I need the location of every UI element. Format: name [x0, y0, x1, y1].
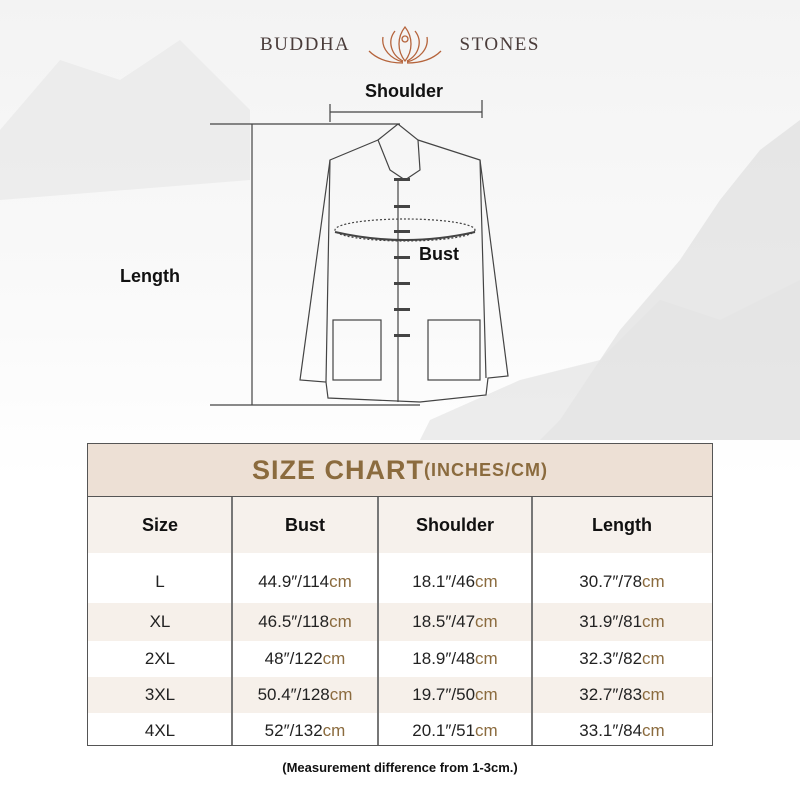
shoulder-value: 18.5″/47	[412, 612, 476, 631]
unit-cm: cm	[642, 649, 665, 668]
bust-label: Bust	[419, 244, 459, 264]
bust-value: 46.5″/118	[258, 612, 330, 631]
length-value: 33.1″/84	[579, 721, 643, 740]
unit-cm: cm	[329, 685, 353, 704]
unit-cm: cm	[329, 612, 352, 631]
lotus-meditation-icon	[368, 25, 442, 64]
brand-name-left: BUDDHA	[260, 34, 351, 55]
cell-size: 2XL	[88, 641, 232, 677]
unit-cm: cm	[642, 572, 665, 591]
unit-cm: cm	[642, 612, 665, 631]
table-row: L 44.9″/114 cm 18.1″/46 cm 30.7″/78 cm	[88, 561, 712, 603]
size-chart-title: SIZE CHART (INCHES/CM)	[88, 444, 712, 497]
cell-size: 3XL	[88, 677, 232, 713]
length-label: Length	[120, 266, 180, 286]
cell-length: 32.3″/82 cm	[532, 641, 712, 677]
unit-cm: cm	[475, 612, 498, 631]
unit-cm: cm	[475, 685, 498, 704]
cell-shoulder: 18.1″/46 cm	[378, 561, 532, 603]
shoulder-value: 18.1″/46	[412, 572, 476, 591]
bust-value: 44.9″/114	[258, 572, 330, 591]
shoulder-value: 19.7″/50	[412, 685, 476, 704]
measurement-note: (Measurement difference from 1-3cm.)	[282, 760, 518, 775]
size-value: 3XL	[144, 685, 176, 704]
unit-cm: cm	[642, 685, 665, 704]
length-value: 32.7″/83	[579, 685, 643, 704]
mountain-background	[0, 40, 800, 440]
cell-length: 32.7″/83 cm	[532, 677, 712, 713]
title-text: SIZE CHART	[252, 454, 424, 485]
header-length: Length	[592, 514, 652, 535]
cell-shoulder: 18.9″/48 cm	[378, 641, 532, 677]
unit-cm: cm	[322, 721, 346, 740]
cell-length: 30.7″/78 cm	[532, 561, 712, 603]
unit-cm: cm	[322, 649, 346, 668]
cell-shoulder: 20.1″/51 cm	[378, 713, 532, 749]
unit-cm: cm	[642, 721, 665, 740]
cell-length: 33.1″/84 cm	[532, 713, 712, 749]
cell-size: 4XL	[88, 713, 232, 749]
table-row: 2XL 48″/122 cm 18.9″/48 cm 32.3″/82 cm	[88, 641, 712, 677]
cell-bust: 52″/132 cm	[232, 713, 378, 749]
title-unit: (INCHES/CM)	[424, 459, 548, 480]
header-bust: Bust	[285, 514, 325, 535]
length-value: 31.9″/81	[579, 612, 643, 631]
cell-shoulder: 18.5″/47 cm	[378, 603, 532, 641]
brand-logo: BUDDHA STONES	[260, 25, 540, 64]
cell-length: 31.9″/81 cm	[532, 603, 712, 641]
unit-cm: cm	[475, 649, 498, 668]
header-shoulder: Shoulder	[415, 514, 494, 535]
length-value: 30.7″/78	[579, 572, 643, 591]
bust-value: 48″/122	[264, 649, 323, 668]
header-size: Size	[141, 514, 179, 535]
unit-cm: cm	[475, 572, 498, 591]
size-value: XL	[149, 612, 171, 631]
shoulder-value: 18.9″/48	[412, 649, 476, 668]
cell-bust: 50.4″/128 cm	[232, 677, 378, 713]
size-value: 4XL	[144, 721, 176, 740]
length-value: 32.3″/82	[579, 649, 643, 668]
jacket-diagram	[210, 100, 509, 406]
table-row: 3XL 50.4″/128 cm 19.7″/50 cm 32.7″/83 cm	[88, 677, 712, 713]
cell-bust: 48″/122 cm	[232, 641, 378, 677]
bust-value: 52″/132	[264, 721, 323, 740]
size-chart-table: SIZE CHART (INCHES/CM) Size Bust Shoulder…	[87, 443, 713, 746]
table-row: XL 46.5″/118 cm 18.5″/47 cm 31.9″/81 cm	[88, 603, 712, 641]
cell-size: L	[88, 561, 232, 603]
bust-value: 50.4″/128	[257, 685, 330, 704]
cell-shoulder: 19.7″/50 cm	[378, 677, 532, 713]
shoulder-value: 20.1″/51	[412, 721, 476, 740]
cell-bust: 44.9″/114 cm	[232, 561, 378, 603]
table-row: 4XL 52″/132 cm 20.1″/51 cm 33.1″/84 cm	[88, 713, 712, 749]
unit-cm: cm	[329, 572, 352, 591]
table-header-row: Size Bust Shoulder Length	[88, 497, 712, 553]
unit-cm: cm	[475, 721, 498, 740]
brand-name-right: STONES	[459, 34, 540, 55]
shoulder-label: Shoulder	[365, 81, 444, 101]
cell-bust: 46.5″/118 cm	[232, 603, 378, 641]
size-value: 2XL	[144, 649, 176, 668]
size-value: L	[155, 572, 165, 591]
cell-size: XL	[88, 603, 232, 641]
